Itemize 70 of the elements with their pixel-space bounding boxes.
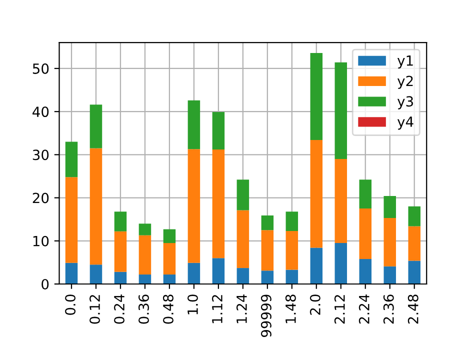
bar	[384, 266, 396, 284]
x-tick-label: 99999	[260, 294, 272, 338]
legend-label: y4	[397, 116, 414, 130]
bar	[212, 258, 225, 284]
bar	[384, 218, 396, 266]
bar	[188, 100, 200, 150]
bar	[236, 268, 250, 284]
bar	[286, 230, 298, 270]
x-tick-label: 0.48	[162, 294, 174, 324]
bar	[212, 112, 225, 150]
x-tick-label: 0.12	[90, 295, 100, 324]
legend-label: y3	[397, 96, 413, 110]
bar	[90, 264, 102, 284]
x-tick-label: 2.36	[383, 294, 394, 324]
bar	[138, 274, 152, 284]
y-tick-label: 0	[42, 278, 49, 290]
bar	[188, 149, 200, 263]
bar	[65, 177, 78, 263]
bar	[65, 142, 78, 178]
y-tick-label: 50	[32, 63, 49, 74]
bar	[65, 262, 78, 284]
bar	[310, 248, 323, 284]
bar	[334, 62, 348, 159]
bar	[286, 212, 298, 231]
bar	[261, 215, 274, 230]
bar	[359, 208, 372, 259]
bar	[163, 243, 176, 275]
bar	[90, 148, 102, 265]
x-tick-label: 1.12	[212, 295, 222, 324]
legend-label: y1	[397, 56, 413, 69]
bar	[114, 212, 127, 232]
bar	[212, 150, 225, 258]
bar	[114, 272, 127, 284]
y-tick-label: 20	[32, 192, 49, 204]
bar	[310, 140, 323, 248]
bar	[408, 226, 420, 261]
bar	[408, 206, 420, 226]
x-tick-label: 1.24	[236, 294, 247, 324]
x-tick-label: 0.24	[114, 294, 125, 324]
bar	[359, 259, 372, 284]
y-tick-label: 30	[32, 150, 49, 160]
x-tick-label: 2.48	[408, 294, 418, 324]
bar	[188, 262, 200, 284]
bar	[236, 180, 250, 210]
bar	[236, 210, 250, 268]
bar	[334, 158, 348, 244]
bar	[310, 52, 323, 140]
y-tick-label: 10	[33, 236, 49, 246]
bar	[261, 230, 274, 271]
bar	[138, 224, 152, 236]
bar	[261, 270, 274, 284]
x-tick-label: 0.0	[65, 294, 76, 315]
x-tick-label: 2.0	[310, 294, 320, 315]
bar	[286, 270, 298, 284]
legend-label: y2	[397, 76, 413, 89]
bar	[359, 180, 372, 209]
x-tick-label: 2.12	[334, 295, 345, 324]
y-tick-label: 40	[32, 106, 49, 118]
bar	[408, 260, 420, 284]
bar	[334, 243, 348, 284]
bar	[138, 235, 152, 275]
x-tick-label: 1.0	[187, 294, 198, 314]
bar	[163, 229, 176, 244]
bar	[114, 231, 127, 272]
bar	[384, 196, 396, 218]
bar	[163, 274, 176, 284]
x-tick-label: 0.36	[138, 294, 149, 324]
bar	[90, 104, 102, 148]
x-tick-label: 2.24	[358, 294, 370, 324]
x-tick-label: 1.48	[285, 294, 296, 324]
